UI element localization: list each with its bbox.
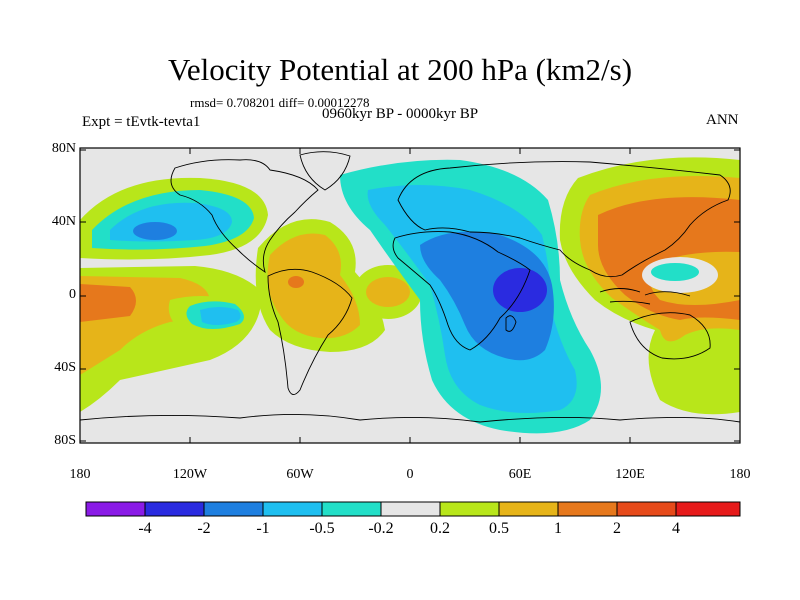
colorbar-label: -4 xyxy=(138,520,152,537)
contour-neg-west-pacific xyxy=(651,263,699,281)
coast-madagascar xyxy=(505,315,517,332)
colorbar xyxy=(85,501,741,517)
colorbar-label: 2 xyxy=(613,520,621,537)
coast-eurasia xyxy=(397,161,731,278)
coast-south-america xyxy=(267,268,353,395)
colorbar-bin-2 xyxy=(145,502,204,516)
contour-pos-south-america-inner xyxy=(267,233,360,339)
axis-ticks xyxy=(79,148,741,443)
stats-label: rmsd= 0.708201 diff= 0.00012278 xyxy=(190,95,370,110)
coastlines xyxy=(80,151,740,423)
y-tick-label: 40N xyxy=(51,214,76,229)
colorbar-bin-3 xyxy=(204,502,263,516)
colorbar-bin-7 xyxy=(440,502,499,516)
colorbar-label: 0.2 xyxy=(430,520,450,537)
contour-neg-north-pacific-core xyxy=(133,222,177,240)
velocity-potential-field xyxy=(80,157,740,434)
x-tick-label: 180 xyxy=(729,467,751,482)
contour-pos-south-america-core xyxy=(288,276,304,288)
y-tick-label: 40S xyxy=(54,360,76,375)
colorbar-label: 4 xyxy=(672,520,680,537)
coast-australia xyxy=(629,312,711,360)
colorbar-label: 0.5 xyxy=(489,520,509,537)
season-label: ANN xyxy=(706,112,739,128)
x-tick-label: 120E xyxy=(615,467,645,482)
x-tick-label: 120W xyxy=(172,467,208,482)
plot-title: Velocity Potential at 200 hPa (km2/s) xyxy=(167,52,633,87)
coast-maritime-continent xyxy=(599,288,691,305)
contour-neg-pacific-hole-core xyxy=(200,307,241,325)
colorbar-label: 1 xyxy=(554,520,562,537)
colorbar-label: -2 xyxy=(197,520,211,537)
contour-pos-atlantic-inner xyxy=(366,277,410,307)
coast-antarctica xyxy=(80,413,740,423)
x-tick-label: 180 xyxy=(69,467,91,482)
contour-neg-africa-core xyxy=(493,268,547,312)
colorbar-label: -1 xyxy=(256,520,270,537)
x-tick-label: 60W xyxy=(286,467,314,482)
y-tick-label: 0 xyxy=(69,287,76,302)
colorbar-bin-5 xyxy=(322,502,381,516)
y-tick-label: 80S xyxy=(54,433,76,448)
contour-pos-pacific-inner xyxy=(80,284,136,322)
coast-greenland xyxy=(299,151,351,191)
coast-north-america xyxy=(170,159,319,274)
x-tick-label: 60E xyxy=(508,467,532,482)
period-label: 0960kyr BP - 0000kyr BP xyxy=(322,106,479,122)
colorbar-label: -0.2 xyxy=(368,520,394,537)
colorbar-bin-6 xyxy=(381,502,440,516)
y-tick-label: 80N xyxy=(51,141,76,156)
colorbar-bin-1 xyxy=(86,502,145,516)
coast-africa xyxy=(392,231,531,351)
colorbar-bin-8 xyxy=(499,502,558,516)
experiment-label: Expt = tEvtk-tevta1 xyxy=(82,114,201,130)
colorbar-bin-4 xyxy=(263,502,322,516)
colorbar-bin-11 xyxy=(676,502,740,516)
colorbar-label: -0.5 xyxy=(309,520,335,537)
x-tick-label: 0 xyxy=(406,467,414,482)
colorbar-bin-9 xyxy=(558,502,617,516)
colorbar-bin-10 xyxy=(617,502,676,516)
